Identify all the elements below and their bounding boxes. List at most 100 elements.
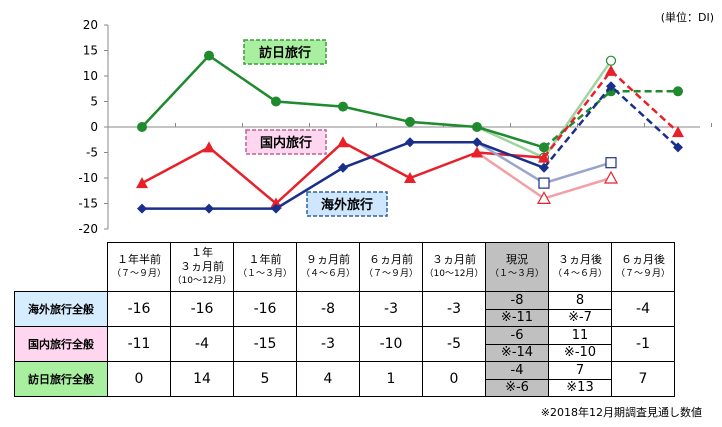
header-main: 現況 bbox=[506, 253, 528, 266]
header-main: １年前 bbox=[248, 253, 282, 266]
column-header: １年前 （１～３月） bbox=[233, 242, 297, 292]
data-point bbox=[472, 137, 482, 148]
table-cell: -16 bbox=[107, 291, 171, 327]
table-cell: -3 bbox=[422, 291, 486, 327]
data-point bbox=[405, 116, 415, 127]
series-label: 国内旅行 bbox=[260, 135, 312, 151]
data-point bbox=[136, 177, 148, 189]
header-period: （４～６月） bbox=[300, 269, 355, 279]
forecast-value: 7 bbox=[548, 361, 612, 380]
header-period: （４～６月） bbox=[552, 269, 607, 279]
forecast-value: 8 bbox=[548, 291, 612, 310]
header-main: １年半前 bbox=[117, 253, 161, 266]
forecast-6m-value: -4 bbox=[611, 291, 675, 327]
data-point bbox=[472, 122, 482, 132]
footnote: ※2018年12月期調査見通し数値 bbox=[540, 406, 702, 419]
data-point bbox=[539, 162, 549, 173]
header-main: ９ヵ月前 bbox=[306, 253, 350, 266]
series-label: 海外旅行 bbox=[321, 197, 373, 213]
data-point bbox=[606, 81, 616, 92]
table-cell: -8 bbox=[296, 291, 360, 327]
data-point bbox=[203, 141, 215, 153]
data-point bbox=[271, 96, 281, 107]
forecast-prev-value: ※13 bbox=[548, 378, 612, 397]
header-main: １年 ３ヵ月前 bbox=[180, 246, 224, 273]
data-point bbox=[271, 203, 281, 214]
column-header: ３ヵ月前 （10～12月） bbox=[422, 242, 486, 292]
row-label: 海外旅行全般 bbox=[14, 291, 108, 327]
series-forecast-line bbox=[543, 90, 678, 149]
y-tick-label: 20 bbox=[83, 18, 98, 32]
data-point bbox=[404, 172, 416, 183]
series-line bbox=[141, 53, 545, 149]
series-label: 訪日旅行 bbox=[259, 45, 311, 61]
prev-point bbox=[536, 191, 552, 204]
forecast-6m-value: 7 bbox=[611, 361, 675, 397]
column-header: 現況 （１～３月） bbox=[485, 242, 549, 292]
y-tick-label: -10 bbox=[78, 171, 98, 185]
y-tick-label: -20 bbox=[78, 222, 98, 236]
prev-point bbox=[538, 177, 550, 189]
data-point bbox=[471, 146, 483, 158]
series-label-box bbox=[306, 191, 388, 217]
series-label-box bbox=[245, 129, 327, 155]
table-cell: -10 bbox=[359, 326, 423, 362]
data-point bbox=[672, 126, 684, 138]
y-tick-label: 5 bbox=[90, 95, 98, 109]
unit-label: (単位：DI) bbox=[660, 11, 714, 24]
table-cell: -4 bbox=[170, 326, 234, 362]
forecast-prev-value: ※-10 bbox=[548, 343, 612, 362]
data-table: １年半前 （７～９月） １年 ３ヵ月前 （10～12月） １年前 （１～３月） ９ヵ月前 （４… bbox=[14, 242, 675, 397]
y-tick-label: 15 bbox=[83, 44, 98, 58]
prev-point bbox=[605, 55, 617, 66]
column-header: ６ヵ月後 （７～９月） bbox=[611, 242, 675, 292]
forecast-prev-value: ※-7 bbox=[548, 308, 612, 327]
table-cell: -16 bbox=[170, 291, 234, 327]
y-tick-label: -15 bbox=[78, 197, 98, 211]
data-point bbox=[538, 151, 550, 163]
table-corner bbox=[15, 243, 108, 292]
header-period: （７～９月） bbox=[363, 269, 418, 279]
table-cell: 1 bbox=[359, 361, 423, 397]
row-label: 国内旅行全般 bbox=[14, 326, 108, 362]
table-cell: -5 bbox=[422, 326, 486, 362]
data-point bbox=[405, 137, 415, 148]
data-point bbox=[204, 50, 214, 61]
table-cell: 0 bbox=[422, 361, 486, 397]
y-tick-label: 10 bbox=[83, 69, 98, 83]
row-label: 訪日旅行全般 bbox=[14, 361, 108, 397]
table-cell: 0 bbox=[107, 361, 171, 397]
column-header: ９ヵ月前 （４～６月） bbox=[296, 242, 360, 292]
current-value: -4 bbox=[485, 361, 549, 380]
header-period: （10～12月） bbox=[172, 276, 232, 286]
column-header: １年半前 （７～９月） bbox=[107, 242, 171, 292]
current-prev-value: ※-6 bbox=[485, 378, 549, 397]
column-header: ６ヵ月前 （７～９月） bbox=[359, 242, 423, 292]
data-point bbox=[673, 86, 683, 97]
series-label-box bbox=[243, 39, 327, 65]
data-point bbox=[338, 162, 348, 173]
data-point bbox=[338, 101, 348, 112]
header-main: ３ヵ月後 bbox=[558, 253, 602, 266]
data-point bbox=[605, 64, 617, 76]
table-cell: -3 bbox=[359, 291, 423, 327]
y-tick-label: -5 bbox=[86, 146, 98, 160]
table-cell: -3 bbox=[296, 326, 360, 362]
prev-point bbox=[605, 157, 617, 169]
table-cell: 4 bbox=[296, 361, 360, 397]
current-prev-value: ※-14 bbox=[485, 343, 549, 362]
prev-point bbox=[603, 170, 619, 184]
forecast-6m-value: -1 bbox=[611, 326, 675, 362]
header-period: （１～３月） bbox=[237, 269, 292, 279]
header-main: ３ヵ月前 bbox=[432, 253, 476, 266]
data-point bbox=[337, 136, 349, 148]
table-cell: 14 bbox=[170, 361, 234, 397]
data-point bbox=[137, 203, 147, 214]
current-prev-value: ※-11 bbox=[485, 308, 549, 327]
data-point bbox=[539, 142, 549, 153]
y-tick-label: 0 bbox=[90, 120, 98, 134]
column-header: １年 ３ヵ月前 （10～12月） bbox=[170, 242, 234, 292]
current-value: -8 bbox=[485, 291, 549, 310]
header-period: （７～９月） bbox=[615, 269, 670, 279]
